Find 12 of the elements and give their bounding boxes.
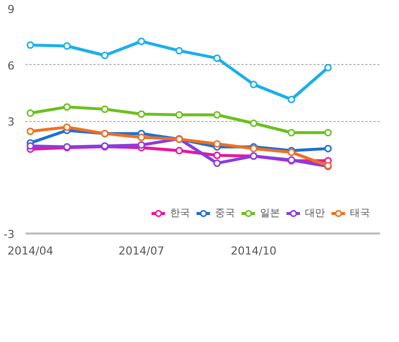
y-tick-label: 6 — [8, 59, 14, 72]
legend-label: 대만 — [305, 207, 325, 220]
legend-label: 한국 — [170, 207, 190, 220]
y-tick-label: 9 — [8, 3, 14, 16]
x-tick-label: 2014/10 — [230, 244, 276, 258]
x-tick-label: 2014/07 — [118, 244, 164, 258]
y-tick-label: -3 — [4, 228, 14, 241]
legend-label: 태국 — [350, 207, 370, 220]
y-tick-label: 3 — [8, 116, 14, 128]
x-tick-label: 2014/04 — [8, 244, 54, 258]
legend-label: 중국 — [215, 207, 235, 220]
legend-label: 일본 — [260, 207, 280, 220]
